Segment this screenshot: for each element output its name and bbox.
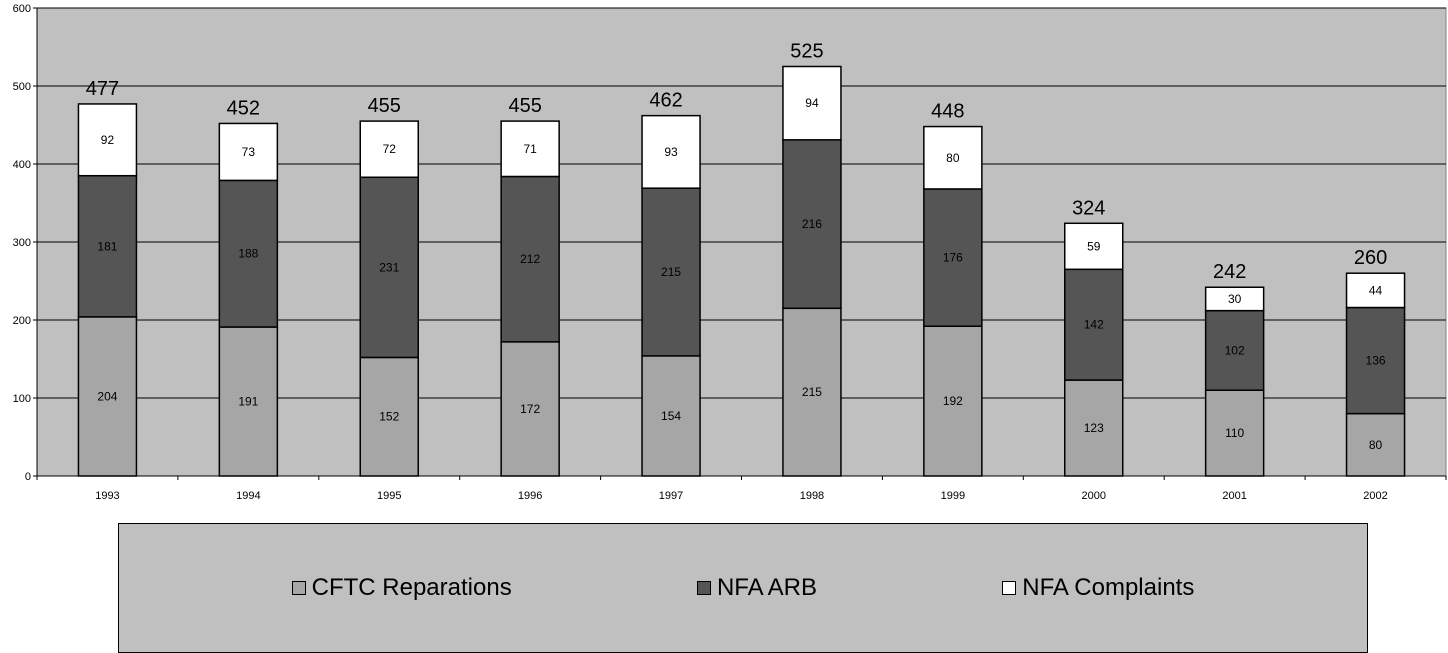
data-label: 73 bbox=[242, 145, 256, 159]
legend-item: CFTC Reparations bbox=[291, 574, 512, 602]
bar-segment bbox=[782, 65, 842, 141]
y-tick-label: 400 bbox=[13, 159, 31, 171]
y-tick-label: 300 bbox=[13, 237, 31, 249]
total-label: 462 bbox=[649, 90, 682, 112]
y-tick-label: 500 bbox=[13, 81, 31, 93]
data-label: 44 bbox=[1369, 283, 1383, 297]
total-label: 525 bbox=[790, 41, 823, 63]
legend-swatch bbox=[696, 581, 711, 595]
bar-segment bbox=[1345, 272, 1406, 309]
x-tick-label: 1993 bbox=[95, 490, 119, 502]
x-axis: 1993 1994 1995 1996 1997 1998 1999 2000 2001 2002 bbox=[36, 475, 1447, 502]
data-label: 102 bbox=[1225, 343, 1245, 357]
total-label: 477 bbox=[86, 78, 119, 100]
legend-item: NFA ARB bbox=[696, 574, 817, 602]
bars: 204 181 92 191 188 73 152 231 72 172 212 71 154 215 93… bbox=[77, 65, 1406, 477]
data-label: 72 bbox=[383, 142, 397, 156]
x-tick-label: 1997 bbox=[659, 490, 683, 502]
data-label: 92 bbox=[101, 133, 115, 147]
data-label: 142 bbox=[1084, 318, 1104, 332]
x-tick-label: 1994 bbox=[236, 490, 260, 502]
bar-segment bbox=[641, 187, 701, 357]
x-tick-label: 1995 bbox=[377, 490, 401, 502]
data-label: 215 bbox=[802, 385, 822, 399]
data-label: 154 bbox=[661, 409, 681, 423]
x-tick-label: 1996 bbox=[518, 490, 542, 502]
data-label: 192 bbox=[943, 394, 963, 408]
data-label: 188 bbox=[238, 247, 258, 261]
data-label: 216 bbox=[802, 217, 822, 231]
total-label: 260 bbox=[1354, 247, 1387, 269]
total-label: 242 bbox=[1213, 261, 1246, 283]
bar-segment bbox=[218, 122, 279, 182]
data-label: 231 bbox=[379, 260, 399, 274]
total-label: 455 bbox=[368, 95, 401, 117]
data-label: 123 bbox=[1084, 421, 1104, 435]
x-tick-label: 1998 bbox=[800, 490, 824, 502]
data-label: 204 bbox=[97, 389, 117, 403]
bar-segment bbox=[923, 125, 983, 190]
y-tick-label: 100 bbox=[13, 393, 31, 405]
legend: CFTC Reparations NFA ARB NFA Complaints bbox=[118, 523, 1368, 653]
total-label: 452 bbox=[227, 97, 260, 119]
bar-segment bbox=[1204, 309, 1265, 391]
legend-swatch bbox=[1002, 581, 1017, 595]
data-label: 212 bbox=[520, 252, 540, 266]
legend-label: CFTC Reparations bbox=[311, 574, 512, 601]
data-label: 152 bbox=[379, 410, 399, 424]
data-label: 172 bbox=[520, 402, 540, 416]
legend-label: NFA Complaints bbox=[1022, 574, 1195, 601]
data-label: 59 bbox=[1087, 239, 1101, 253]
bar-segment bbox=[500, 120, 560, 178]
total-labels: 477 452 455 455 462 525 448 324 242 260 bbox=[86, 41, 1387, 284]
x-tick-label: 2002 bbox=[1363, 490, 1387, 502]
data-label: 110 bbox=[1225, 426, 1244, 440]
x-tick-label: 1999 bbox=[941, 490, 965, 502]
bar-segment bbox=[77, 316, 138, 477]
bar-segment bbox=[1345, 306, 1406, 415]
total-label: 324 bbox=[1072, 197, 1105, 219]
bar-segment bbox=[641, 355, 701, 477]
data-label: 93 bbox=[664, 145, 678, 159]
data-label: 94 bbox=[805, 96, 819, 110]
bar-segment bbox=[641, 114, 701, 189]
bar-segment bbox=[1204, 286, 1265, 312]
legend-item: NFA Complaints bbox=[1002, 574, 1194, 602]
x-tick-label: 2001 bbox=[1222, 490, 1246, 502]
bar-segment bbox=[218, 179, 279, 328]
bar-segment bbox=[1064, 222, 1124, 271]
bar-segment bbox=[782, 139, 842, 310]
data-label: 215 bbox=[661, 265, 681, 279]
total-label: 448 bbox=[931, 101, 964, 123]
data-label: 80 bbox=[946, 151, 960, 165]
legend-swatch bbox=[291, 581, 306, 595]
bar-segment bbox=[500, 175, 560, 343]
data-label: 191 bbox=[238, 395, 258, 409]
y-tick-label: 200 bbox=[13, 315, 31, 327]
y-tick-label: 600 bbox=[13, 3, 31, 15]
bar-segment bbox=[218, 326, 279, 477]
total-label: 455 bbox=[508, 95, 541, 117]
y-axis: 0 100 200 300 400 500 600 bbox=[13, 3, 38, 483]
data-label: 71 bbox=[523, 142, 537, 156]
data-label: 136 bbox=[1366, 354, 1386, 368]
data-label: 80 bbox=[1369, 438, 1383, 452]
stacked-bar-chart: 204 181 92 191 188 73 152 231 72 172 212 71 154 215 93… bbox=[13, 3, 1447, 502]
bar-segment bbox=[923, 188, 983, 327]
x-tick-label: 2000 bbox=[1082, 490, 1106, 502]
bar-segment bbox=[77, 103, 138, 177]
bar-segment bbox=[359, 120, 419, 179]
data-label: 176 bbox=[943, 251, 963, 265]
data-label: 181 bbox=[97, 239, 117, 253]
legend-label: NFA ARB bbox=[716, 574, 817, 601]
y-tick-label: 0 bbox=[25, 471, 31, 483]
bar-segment bbox=[1345, 412, 1406, 477]
data-label: 30 bbox=[1228, 292, 1242, 306]
